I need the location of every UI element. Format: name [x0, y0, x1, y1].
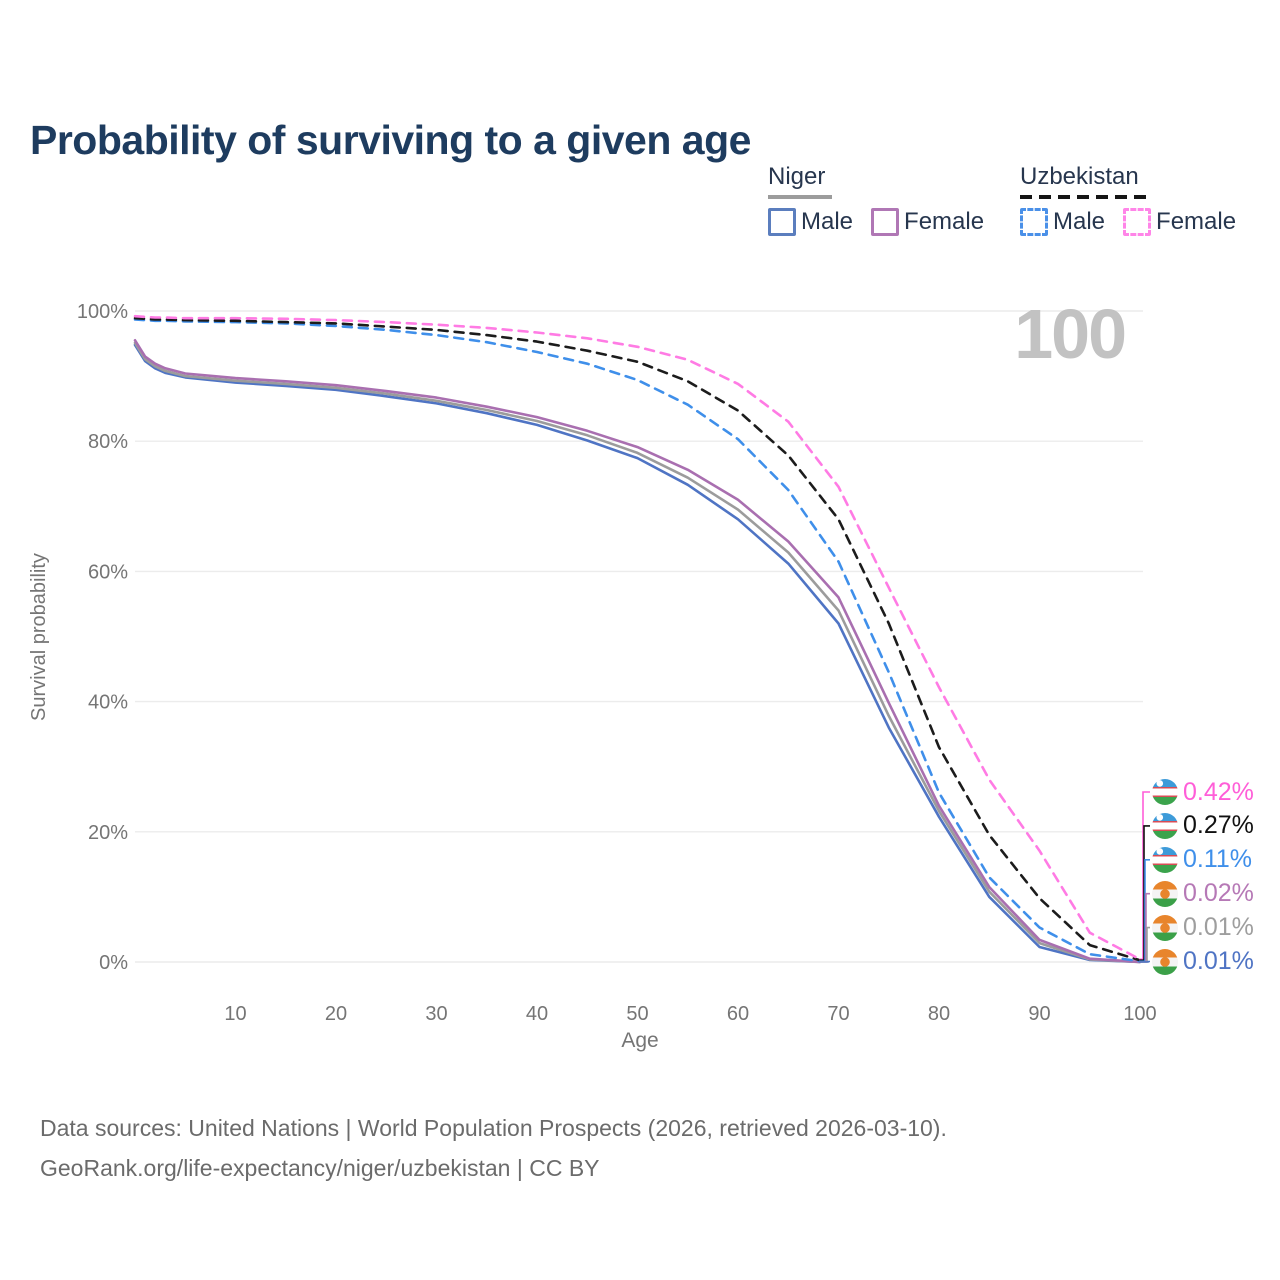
x-axis-tick-label: 80 — [928, 1003, 950, 1025]
y-axis-tick-label: 0% — [99, 952, 128, 974]
y-axis-tick-label: 80% — [88, 431, 128, 453]
series-line-uzbekistan-female[interactable] — [133, 314, 1142, 961]
end-label-value: 0.42% — [1183, 777, 1254, 806]
legend-label-uzbekistan-female[interactable]: Female — [1156, 208, 1237, 235]
legend-swatch-uzbekistan-female[interactable] — [1123, 208, 1152, 236]
end-label-connector — [1139, 825, 1150, 961]
legend-group-niger: Niger Male Female — [768, 163, 1002, 236]
y-axis-tick-label: 60% — [88, 561, 128, 583]
x-axis-tick-label: 50 — [626, 1003, 648, 1025]
age-watermark: 100 — [1014, 295, 1127, 373]
y-axis-tick-label: 20% — [88, 822, 128, 844]
end-label-value: 0.11% — [1183, 845, 1253, 874]
uzbekistan-flag-icon — [1152, 846, 1178, 873]
x-axis-tick-label: 100 — [1123, 1003, 1156, 1025]
x-axis-tick-label: 20 — [325, 1003, 347, 1025]
x-axis-tick-label: 60 — [727, 1003, 749, 1025]
series-line-uzbekistan-both-sexes[interactable] — [133, 316, 1142, 962]
y-axis-title: Survival probability — [28, 553, 50, 721]
niger-flag-icon — [1152, 948, 1178, 975]
footer: Data sources: United Nations | World Pop… — [40, 1108, 947, 1188]
end-label-niger-male: 0.01% — [1152, 947, 1254, 976]
uzbekistan-flag-icon — [1152, 812, 1178, 839]
end-label-value: 0.27% — [1183, 811, 1254, 840]
legend-line-sample-uzbekistan — [1020, 195, 1146, 199]
series-line-niger-female[interactable] — [133, 339, 1142, 964]
legend-group-uzbekistan: Uzbekistan Male Female — [1020, 163, 1254, 236]
end-label-niger-female: 0.02% — [1152, 879, 1254, 908]
legend-country-niger: Niger — [768, 163, 826, 190]
x-axis-tick-label: 10 — [224, 1003, 246, 1025]
legend-label-niger-female[interactable]: Female — [904, 208, 985, 235]
x-axis-tick-label: 40 — [526, 1003, 548, 1025]
legend-line-sample-niger — [768, 195, 832, 199]
series-line-niger-male[interactable] — [133, 343, 1142, 964]
legend-swatch-uzbekistan-male[interactable] — [1020, 208, 1048, 236]
footer-data-sources: Data sources: United Nations | World Pop… — [40, 1115, 947, 1141]
page-title: Probability of surviving to a given age — [30, 117, 751, 164]
end-label-value: 0.02% — [1183, 879, 1254, 908]
end-label-value: 0.01% — [1183, 947, 1254, 975]
series-line-uzbekistan-male[interactable] — [133, 318, 1142, 963]
legend-country-uzbekistan: Uzbekistan — [1020, 163, 1139, 190]
legend-swatch-niger-male[interactable] — [768, 208, 796, 236]
x-axis-tick-label: 30 — [425, 1003, 447, 1025]
end-label-value: 0.01% — [1183, 913, 1254, 942]
y-axis-tick-label: 100% — [77, 301, 128, 323]
niger-flag-icon — [1152, 914, 1178, 941]
end-label-connector — [1139, 859, 1150, 963]
end-label-niger-both-sexes: 0.01% — [1152, 913, 1254, 942]
y-axis-tick-label: 40% — [88, 692, 128, 714]
legend-label-niger-male[interactable]: Male — [801, 208, 854, 235]
footer-attribution: GeoRank.org/life-expectancy/niger/uzbeki… — [40, 1155, 600, 1181]
end-label-uzbekistan-both-sexes: 0.27% — [1152, 811, 1254, 840]
series-line-niger-both-sexes[interactable] — [133, 341, 1142, 964]
end-label-uzbekistan-male: 0.11% — [1152, 845, 1253, 874]
x-axis-tick-label: 90 — [1028, 1003, 1050, 1025]
x-axis-title: Age — [621, 1029, 659, 1052]
end-label-uzbekistan-female: 0.42% — [1152, 778, 1254, 806]
x-axis-tick-label: 70 — [827, 1003, 849, 1025]
uzbekistan-flag-icon — [1152, 779, 1178, 805]
legend-swatch-niger-female[interactable] — [871, 208, 900, 236]
end-label-connector — [1139, 791, 1150, 961]
legend-label-uzbekistan-male[interactable]: Male — [1053, 208, 1106, 235]
niger-flag-icon — [1152, 880, 1178, 907]
